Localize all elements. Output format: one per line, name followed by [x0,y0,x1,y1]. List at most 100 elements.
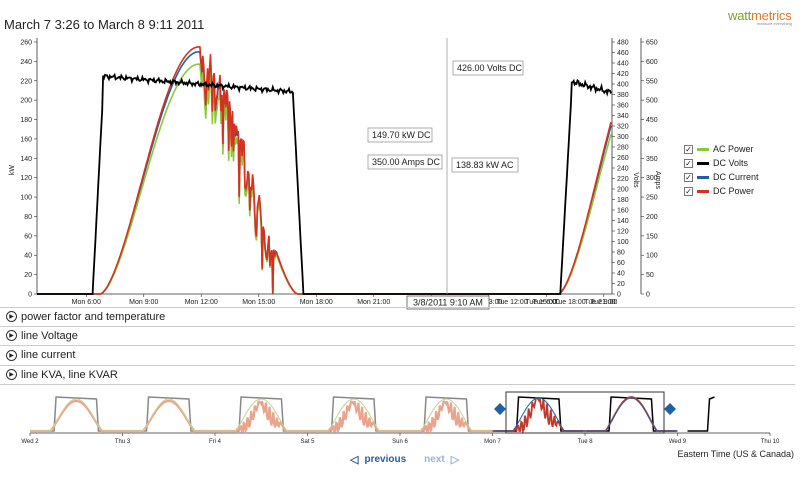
section-line-voltage[interactable]: ▶ line Voltage [0,327,795,346]
overview-curve [215,398,308,432]
volts-tick-label: 80 [617,250,625,257]
overview-curve [215,400,308,435]
legend-label: DC Power [713,186,755,196]
volts-tick-label: 200 [617,187,629,194]
volts-axis-label: Volts [632,172,639,188]
amps-tick-label: 350 [646,156,658,163]
amps-tick-label: 50 [646,272,654,279]
volts-tick-label: 460 [617,50,629,57]
callout-dc-kw: 149.70 kW DC [367,127,433,143]
callout-ac-kw-text: 138.83 kW AC [456,160,514,170]
overview-curve [122,398,215,432]
overview-tick-label: Sun 6 [392,439,408,445]
overview-curve [400,398,493,432]
x-tick-label: Mon 6:00 [72,299,101,306]
x-tick-label: Tue 12:00 [496,299,527,306]
expand-arrow-icon: ▶ [6,369,17,381]
volts-tick-label: 220 [617,176,629,183]
overview-tick-label: Thu 10 [761,439,780,445]
overview-tick-label: Fri 4 [209,439,222,445]
wattmetrics-logo: wattmetrics measure everything [728,8,792,26]
overview-navigator[interactable]: Wed 2 Thu 3 Fri 4 Sat 5 Sun 6 Mon 7 Tue 8 Wed 9… [0,388,800,448]
volts-tick-label: 60 [617,260,625,267]
overview-tick-label: Sat 5 [300,439,315,445]
amps-tick-label: 650 [646,40,658,47]
section-power-factor[interactable]: ▶ power factor and temperature [0,307,795,327]
overview-curve [492,397,585,432]
legend-checkbox[interactable]: ✓ [684,144,693,154]
legend-swatch [697,175,709,179]
section-label: line KVA, line KVAR [21,368,118,381]
overview-curve [307,400,400,435]
amps-tick-label: 500 [646,98,658,105]
x-tick-label: Tue 9:00 [590,299,617,306]
previous-arrow-icon[interactable]: ◁ [350,454,359,466]
expand-arrow-icon: ▶ [6,311,17,323]
amps-tick-label: 600 [646,59,658,66]
legend-swatch [697,161,709,165]
legend-checkbox[interactable]: ✓ [684,186,693,196]
next-arrow-icon[interactable]: ▷ [450,454,460,466]
legend-item[interactable]: ✓ DC Volts [684,156,759,170]
kw-tick-label: 20 [24,272,32,279]
volts-tick-label: 360 [617,103,629,110]
volts-tick-label: 440 [617,61,629,68]
legend-item[interactable]: ✓ DC Power [684,184,759,198]
overview-curve [400,400,493,435]
legend-checkbox[interactable]: ✓ [684,172,693,182]
overview-tick-label: Tue 8 [577,439,593,445]
callout-volts-text: 426.00 Volts DC [457,63,523,73]
series-ac-power [37,63,612,295]
pager: ◁ previous next ▷ [350,453,459,466]
legend-checkbox[interactable]: ✓ [684,158,693,168]
callout-amps: 350.00 Amps DC [367,154,443,170]
page-title: March 7 3:26 to March 8 9:11 2011 [4,17,205,32]
volts-tick-label: 180 [617,197,629,204]
x-tick-label: Tue 15:00 [525,299,556,306]
amps-tick-label: 150 [646,233,658,240]
section-line-current[interactable]: ▶ line current [0,346,795,366]
amps-tick-label: 300 [646,175,658,182]
crosshair-label: 3/8/2011 9:10 AM [413,298,483,308]
volts-tick-label: 100 [617,239,629,246]
section-label: line Voltage [21,329,78,342]
callout-dc-kw-box [367,127,433,143]
chart-legend: ✓ AC Power ✓ DC Volts ✓ DC Current ✓ DC Power [684,142,759,198]
overview-curve [307,398,400,432]
series-dc-volts [37,72,612,295]
legend-label: DC Current [713,172,759,182]
series-dc-current [37,51,612,295]
legend-swatch [697,147,709,151]
overview-curve [30,398,123,432]
overview-volts [494,396,583,432]
kw-tick-label: 160 [20,136,32,143]
legend-item[interactable]: ✓ DC Current [684,170,759,184]
previous-button[interactable]: previous [364,454,407,465]
right-handle-icon [664,403,676,415]
left-handle-icon [494,403,506,415]
next-button[interactable]: next [424,454,445,465]
overview-curve [122,399,215,433]
callout-volts-box [452,60,524,76]
legend-item[interactable]: ✓ AC Power [684,142,759,156]
x-tick-label: Mon 21:00 [357,299,390,306]
legend-label: AC Power [713,144,754,154]
amps-tick-label: 550 [646,78,658,85]
logo-word-watt: watt [728,8,752,23]
volts-tick-label: 320 [617,124,629,131]
overview-tick-label: Thu 3 [115,439,131,445]
callout-amps-text: 350.00 Amps DC [372,157,441,167]
main-chart[interactable]: 020406080100120140160180200220240260kW02… [0,30,800,310]
kw-tick-label: 220 [20,78,32,85]
volts-tick-label: 340 [617,113,629,120]
section-label: power factor and temperature [21,310,166,323]
x-tick-label: Tue 21:00 [584,299,615,306]
kw-tick-label: 60 [24,233,32,240]
section-line-kva[interactable]: ▶ line KVA, line KVAR [0,366,795,385]
timezone-label: Eastern Time (US & Canada) [677,449,794,459]
amps-tick-label: 200 [646,214,658,221]
overview-selection [505,391,665,434]
kw-tick-label: 140 [20,156,32,163]
volts-tick-label: 20 [617,281,625,288]
amps-axis-label: Amps [654,171,661,189]
